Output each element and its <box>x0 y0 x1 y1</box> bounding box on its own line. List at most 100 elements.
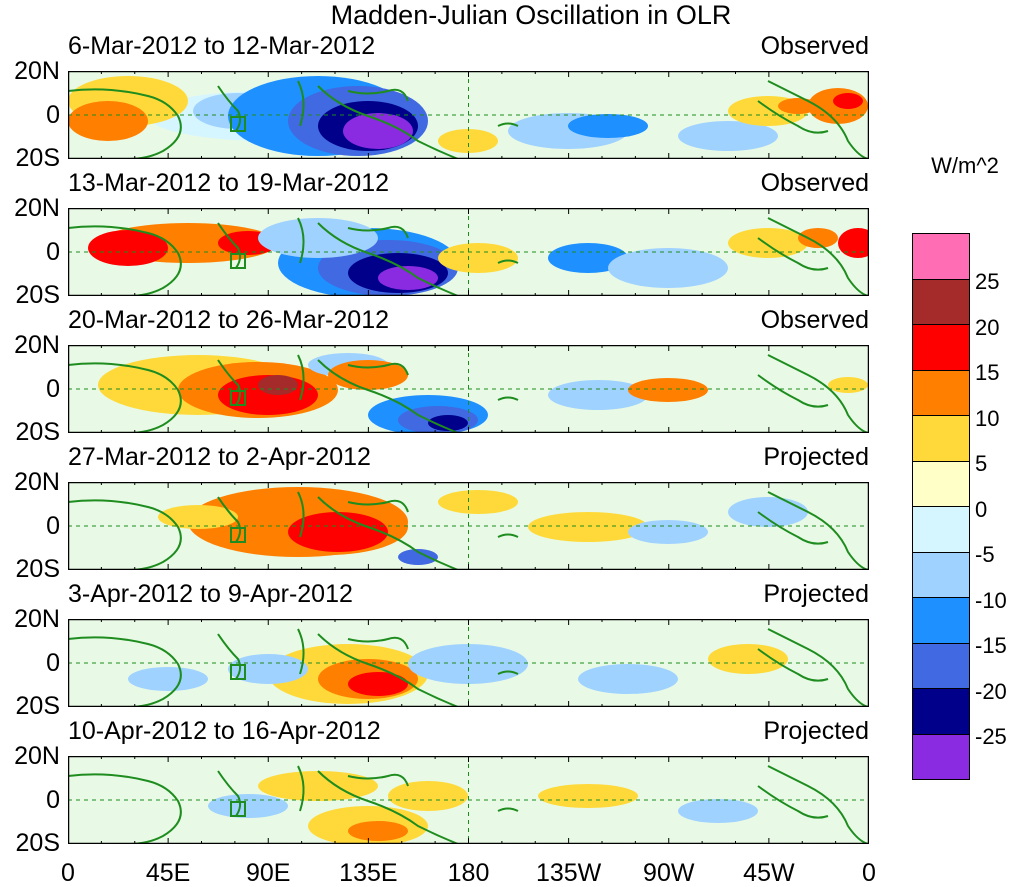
panel-status: Observed <box>760 169 869 197</box>
region-box <box>230 527 246 543</box>
anomaly-contour <box>838 228 869 258</box>
colorbar-tick-label: -20 <box>975 678 1007 704</box>
anomaly-contour <box>538 784 638 808</box>
latitude-tick-label: 20N <box>14 331 60 359</box>
latitude-tick-label: 0 <box>46 649 60 677</box>
coastline <box>497 807 519 812</box>
colorbar-tick-label: -10 <box>975 587 1007 613</box>
anomaly-contour <box>528 512 648 542</box>
coastline <box>767 491 869 570</box>
anomaly-contour <box>548 243 628 273</box>
region-box <box>230 116 246 132</box>
panel-date-range: 3-Apr-2012 to 9-Apr-2012 <box>68 580 353 608</box>
anomaly-contour <box>258 375 298 395</box>
colorbar-swatch <box>912 460 970 507</box>
latitude-tick-label: 20S <box>15 418 60 446</box>
anomaly-contour <box>798 228 838 248</box>
coastline <box>757 237 829 271</box>
region-box <box>230 801 246 817</box>
latitude-tick-label: 20N <box>14 742 60 770</box>
map-panel: 3-Apr-2012 to 9-Apr-2012 Projected 20N 0 20S <box>0 579 1021 720</box>
colorbar-swatch <box>912 324 970 371</box>
longitude-tick-label: 180 <box>447 859 490 887</box>
latitude-tick-label: 20N <box>14 468 60 496</box>
coastline <box>217 770 242 817</box>
coastline <box>317 85 459 159</box>
anomaly-contour <box>628 378 708 402</box>
colorbar-swatch <box>912 233 970 280</box>
anomaly-contour <box>258 771 378 801</box>
coastline <box>347 88 409 102</box>
anomaly-contour <box>438 129 498 153</box>
colorbar-swatch <box>912 506 970 553</box>
coastline <box>68 499 182 570</box>
panel-status: Projected <box>763 443 869 471</box>
panel-date-range: 20-Mar-2012 to 26-Mar-2012 <box>68 306 389 334</box>
latitude-tick-label: 20S <box>15 692 60 720</box>
coastline <box>497 122 519 127</box>
coastline <box>317 359 459 433</box>
coastline <box>767 765 869 844</box>
latitude-tick-label: 20N <box>14 194 60 222</box>
coastline <box>217 222 242 269</box>
anomaly-contour <box>438 490 518 514</box>
colorbar-swatch <box>912 733 970 780</box>
colorbar-swatch <box>912 369 970 416</box>
anomaly-contour <box>578 664 678 694</box>
anomaly-contour <box>348 672 408 696</box>
coastline <box>767 628 869 707</box>
longitude-tick-label: 90W <box>643 859 695 887</box>
anomaly-contour <box>548 380 648 410</box>
anomaly-contour <box>88 230 168 266</box>
olr-anomaly-map <box>68 345 869 433</box>
coastline <box>217 633 242 680</box>
coastline <box>317 222 459 296</box>
coastline <box>757 511 829 545</box>
anomaly-contour <box>228 654 308 684</box>
colorbar-tick-label: 5 <box>975 451 988 476</box>
colorbar-swatch <box>912 551 970 598</box>
latitude-tick-label: 20S <box>15 144 60 172</box>
latitude-tick-label: 0 <box>46 786 60 814</box>
coastline <box>297 354 305 401</box>
latitude-tick-label: 0 <box>46 512 60 540</box>
olr-anomaly-map <box>68 208 869 296</box>
panel-date-range: 27-Mar-2012 to 2-Apr-2012 <box>68 443 371 471</box>
anomaly-contour <box>428 415 468 431</box>
region-box <box>230 664 246 680</box>
colorbar-tick-label: -25 <box>975 724 1007 749</box>
colorbar-tick-label: 0 <box>975 496 988 522</box>
latitude-tick-label: 20N <box>14 57 60 85</box>
colorbar-swatch <box>912 415 970 462</box>
anomaly-contour <box>628 520 708 544</box>
anomaly-contour <box>343 113 413 149</box>
coastline <box>767 354 869 433</box>
coastline <box>217 496 242 543</box>
anomaly-contour <box>708 644 788 674</box>
latitude-tick-label: 20S <box>15 281 60 309</box>
coastline <box>347 362 409 376</box>
longitude-tick-label: 45W <box>743 859 795 887</box>
anomaly-contour <box>828 377 868 393</box>
panel-status: Observed <box>760 32 869 60</box>
latitude-tick-label: 20S <box>15 829 60 857</box>
anomaly-contour <box>568 114 648 138</box>
map-panel: 27-Mar-2012 to 2-Apr-2012 Projected 20N 0 20… <box>0 442 1021 582</box>
coastline <box>68 773 182 844</box>
longitude-tick-label: 135W <box>535 859 602 887</box>
coastline <box>757 100 829 134</box>
anomaly-contour <box>128 667 208 691</box>
colorbar-swatch <box>912 642 970 689</box>
longitude-tick-label: 45E <box>145 859 191 887</box>
colorbar-tick-label: -15 <box>975 633 1007 658</box>
coastline <box>68 636 182 707</box>
anomaly-contour <box>728 497 808 527</box>
olr-anomaly-map <box>68 71 869 159</box>
coastline <box>217 359 242 406</box>
colorbar-tick-label: -5 <box>975 542 995 567</box>
anomaly-contour <box>68 101 148 141</box>
region-box <box>230 390 246 406</box>
coastline <box>68 225 182 296</box>
panel-date-range: 10-Apr-2012 to 16-Apr-2012 <box>68 717 381 745</box>
colorbar-tick-label: 25 <box>975 269 1000 294</box>
